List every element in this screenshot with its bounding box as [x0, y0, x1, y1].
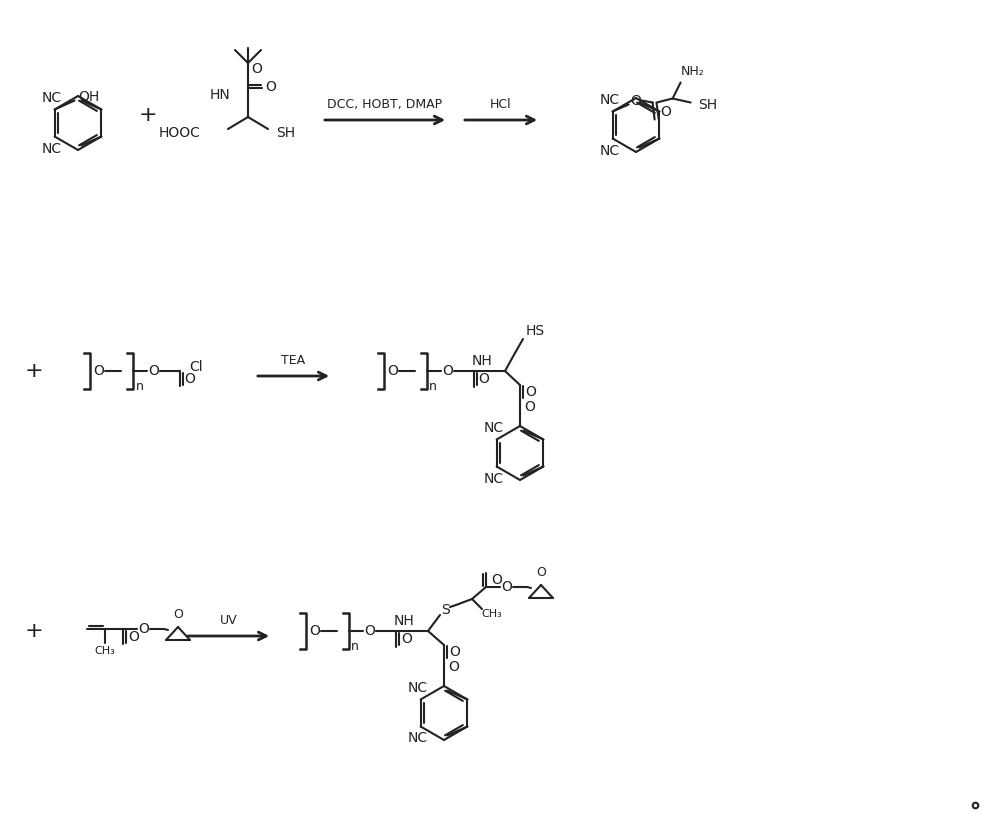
Text: O: O	[525, 400, 535, 414]
Text: O: O	[94, 364, 104, 378]
Text: NC: NC	[41, 142, 61, 156]
Text: O: O	[129, 630, 139, 644]
Text: O: O	[630, 93, 641, 107]
Text: NC: NC	[41, 91, 61, 104]
Text: NC: NC	[599, 92, 619, 107]
Text: OH: OH	[78, 89, 99, 103]
Text: S: S	[442, 603, 450, 617]
Text: CH₃: CH₃	[482, 609, 502, 619]
Text: +: +	[25, 621, 43, 641]
Text: O: O	[402, 632, 412, 646]
Text: TEA: TEA	[281, 354, 306, 367]
Text: O: O	[450, 645, 460, 659]
Text: n: n	[136, 380, 144, 392]
Text: +: +	[25, 361, 43, 381]
Text: CH₃: CH₃	[95, 646, 115, 656]
Text: O: O	[139, 622, 149, 636]
Text: NH: NH	[394, 614, 414, 628]
Text: NC: NC	[407, 681, 427, 695]
Text: SH: SH	[276, 126, 296, 140]
Text: NC: NC	[599, 143, 619, 157]
Text: O: O	[173, 607, 183, 621]
Text: NH: NH	[472, 354, 492, 368]
Text: SH: SH	[698, 97, 717, 112]
Text: O: O	[310, 624, 320, 638]
Text: O: O	[266, 80, 276, 94]
Text: HOOC: HOOC	[158, 126, 200, 140]
Text: HS: HS	[525, 324, 545, 338]
Text: O: O	[185, 372, 195, 386]
Text: O: O	[479, 372, 489, 386]
Text: NC: NC	[407, 731, 427, 746]
Text: NH₂: NH₂	[681, 65, 704, 78]
Text: O: O	[660, 104, 671, 118]
Text: O: O	[492, 573, 502, 587]
Text: O: O	[149, 364, 159, 378]
Text: O: O	[449, 660, 459, 674]
Text: +: +	[139, 105, 157, 125]
Text: O: O	[252, 62, 262, 76]
Text: HN: HN	[209, 88, 230, 102]
Text: Cl: Cl	[189, 360, 203, 374]
Text: HCl: HCl	[490, 98, 512, 111]
Text: O: O	[388, 364, 398, 378]
Text: UV: UV	[220, 614, 237, 627]
Text: DCC, HOBT, DMAP: DCC, HOBT, DMAP	[327, 98, 443, 111]
Text: NC: NC	[483, 471, 503, 486]
Text: O: O	[443, 364, 453, 378]
Text: n: n	[351, 640, 359, 652]
Text: n: n	[429, 380, 437, 392]
Text: NC: NC	[483, 421, 503, 435]
Text: O: O	[526, 385, 536, 399]
Text: O: O	[502, 580, 512, 594]
Text: O: O	[536, 566, 546, 578]
Text: O: O	[365, 624, 375, 638]
